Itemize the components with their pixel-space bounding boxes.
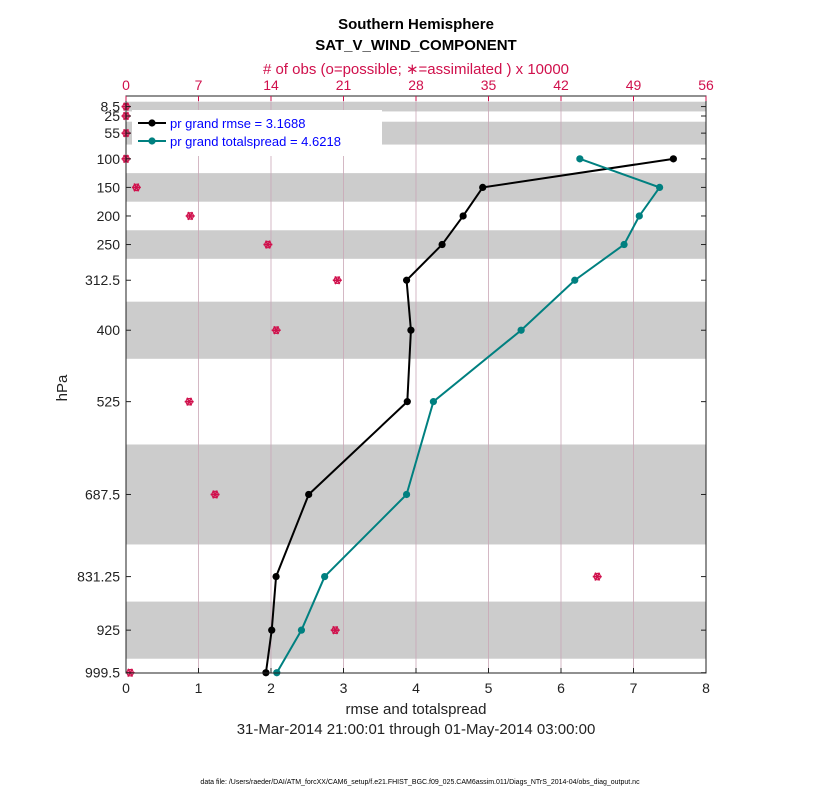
series-lines <box>262 155 677 677</box>
series-0-point-5 <box>407 326 415 334</box>
obs-assimilated-9 <box>184 397 194 406</box>
obs-star-stroke <box>264 240 271 249</box>
legend: pr grand rmse = 3.1688 pr grand totalspre… <box>132 110 382 156</box>
series-1-point-7 <box>402 490 411 499</box>
x-tick-label-5: 5 <box>485 680 493 696</box>
series-0-point-9 <box>268 626 276 634</box>
top-tick-label-2: 14 <box>263 77 279 93</box>
series-1-point-3 <box>620 240 628 249</box>
series-0-point-2 <box>459 212 467 220</box>
chart-subtitle: SAT_V_WIND_COMPONENT <box>315 37 516 54</box>
x-tick-label-1: 1 <box>195 680 203 696</box>
obs-star-stroke <box>186 397 193 406</box>
y-tick-label-9: 525 <box>97 394 121 410</box>
x-tick-label-3: 3 <box>340 680 348 696</box>
x-tick-label-8: 8 <box>702 680 710 696</box>
y-tick-label-4: 150 <box>97 179 121 195</box>
top-tick-label-6: 42 <box>553 77 569 93</box>
series-1-point-1 <box>656 183 664 192</box>
series-1-point-5 <box>517 326 525 334</box>
obs-assimilated-7 <box>332 275 342 285</box>
y-tick-label-6: 250 <box>97 237 121 253</box>
series-1-point-2 <box>635 212 643 220</box>
footnote: data file: /Users/raeder/DAI/ATM_forcXX/… <box>200 779 640 786</box>
x-tick-label-6: 6 <box>557 680 565 696</box>
y-tick-label-12: 925 <box>97 622 121 638</box>
y-tick-label-2: 55 <box>104 125 120 141</box>
top-tick-label-3: 21 <box>336 77 352 93</box>
obs-assimilated-12 <box>330 625 340 635</box>
legend-box <box>132 110 382 156</box>
y-tick-label-8: 400 <box>97 322 121 338</box>
y-tick-label-3: 100 <box>97 151 121 167</box>
top-tick-label-4: 28 <box>408 77 424 93</box>
y-tick-label-10: 687.5 <box>85 486 120 502</box>
top-tick-label-8: 56 <box>698 77 714 93</box>
y-axis-label: hPa <box>54 374 71 401</box>
series-0-point-1 <box>479 183 487 192</box>
series-0-point-6 <box>403 398 411 406</box>
x-tick-label-7: 7 <box>630 680 638 696</box>
tick-labels: 0 1 2 3 4 5 6 7 80 7 14 21 28 35 42 49 568.5255510015020… <box>77 77 714 696</box>
y-tick-label-0: 8.5 <box>101 99 121 115</box>
x-tick-label-0: 0 <box>122 680 130 696</box>
y-tick-label-5: 200 <box>97 208 121 224</box>
chart-title: Southern Hemisphere <box>338 16 494 33</box>
obs-assimilated-5 <box>185 211 195 221</box>
top-tick-label-7: 49 <box>626 77 642 93</box>
series-0-point-0 <box>669 155 677 163</box>
series-1-point-4 <box>571 276 579 284</box>
obs-star-stroke <box>273 325 280 335</box>
legend-entry-0: pr grand rmse = 3.1688 <box>170 116 306 131</box>
y-tick-label-13: 999.5 <box>85 665 120 681</box>
legend-entry-1: pr grand totalspread = 4.6218 <box>170 134 341 149</box>
series-0-point-4 <box>402 276 411 284</box>
series-1-point-9 <box>297 626 306 634</box>
obs-assimilated-4 <box>131 183 141 192</box>
vertical-grid <box>198 96 634 673</box>
obs-star-stroke <box>187 211 194 221</box>
obs-star-stroke <box>212 490 219 499</box>
legend-marker-1 <box>148 137 156 145</box>
top-tick-label-1: 7 <box>195 77 203 93</box>
series-1-point-6 <box>429 398 437 406</box>
obs-assimilated-10 <box>210 490 220 499</box>
obs-star-stroke <box>594 572 601 581</box>
top-tick-label-0: 0 <box>122 77 130 93</box>
top-axis-label: # of obs (o=possible; ∗=assimilated ) x … <box>263 61 569 78</box>
obs-assimilated-11 <box>592 572 602 581</box>
series-1-point-8 <box>321 572 329 581</box>
series-0-point-8 <box>272 572 280 581</box>
x-tick-label-4: 4 <box>412 680 420 696</box>
obs-assimilated-8 <box>271 325 281 335</box>
x-axis-label: rmse and totalspread <box>346 701 487 718</box>
x-tick-label-2: 2 <box>267 680 275 696</box>
date-range: 31-Mar-2014 21:00:01 through 01-May-2014… <box>237 721 596 738</box>
top-tick-label-5: 35 <box>481 77 497 93</box>
obs-assimilated-6 <box>263 240 273 249</box>
series-0-point-7 <box>305 490 313 499</box>
y-tick-label-11: 831.25 <box>77 569 120 585</box>
obs-star-stroke <box>133 183 140 192</box>
obs-star-stroke <box>332 625 339 635</box>
series-1-point-0 <box>576 155 584 163</box>
y-tick-label-1: 25 <box>104 108 120 124</box>
y-tick-label-7: 312.5 <box>85 272 120 288</box>
series-0-point-3 <box>438 240 446 249</box>
legend-marker-0 <box>148 119 156 127</box>
obs-star-stroke <box>334 275 341 285</box>
